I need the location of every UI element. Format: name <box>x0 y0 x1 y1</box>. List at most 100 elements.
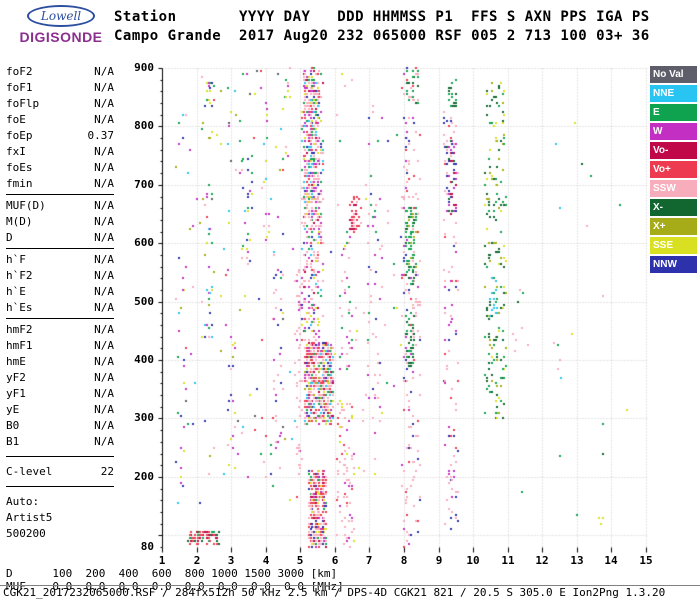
x-tick-label-2: 2 <box>193 554 201 567</box>
param-label: foF1 <box>6 81 33 94</box>
legend-item-vo-: Vo- <box>650 142 697 159</box>
param-label: M(D) <box>6 215 33 228</box>
param-label: MUF(D) <box>6 199 46 212</box>
param-row-foes: foEs N/A <box>6 160 114 176</box>
parameter-panel: foF2 N/A foF1 N/A foFlp N/A foE N/A foEp 0.37 fxI N… <box>6 64 114 542</box>
param-row-b1: B1 N/A <box>6 434 114 450</box>
legend-item-e: E <box>650 104 697 121</box>
y-tick-label-500: 500 <box>134 295 154 308</box>
legend-item-w: W <box>650 123 697 140</box>
param-label: 500200 <box>6 527 46 540</box>
param-value: N/A <box>94 97 114 110</box>
param-label: foEp <box>6 129 33 142</box>
param-row-ye: yE N/A <box>6 402 114 418</box>
param-label: Auto: <box>6 495 40 508</box>
muf-row: MUF 0.0 0.0 0.0 0.0 0.0 0.0 0.0 0.0 [MHz… <box>6 580 344 593</box>
x-tick-label-9: 9 <box>435 554 443 567</box>
param-label: B1 <box>6 435 20 448</box>
station-header: Station YYYY DAY DDD HHMMSS P1 FFS S AXN… <box>114 8 650 46</box>
param-label: h`F2 <box>6 269 33 282</box>
param-row-yf2: yF2 N/A <box>6 370 114 386</box>
y-tick-label-300: 300 <box>134 411 154 424</box>
param-row-hme: hmE N/A <box>6 354 114 370</box>
param-label: yF2 <box>6 371 26 384</box>
y-tick-label-600: 600 <box>134 236 154 249</box>
param-value: 22 <box>100 465 114 478</box>
x-tick-label-12: 12 <box>535 554 549 567</box>
param-row-foflp: foFlp N/A <box>6 96 114 112</box>
status-text: CGK21_2017232065000.RSF / 284fx512h 50 k… <box>3 586 666 599</box>
param-value: N/A <box>94 419 114 432</box>
param-value: N/A <box>94 323 114 336</box>
legend-item-vo-: Vo+ <box>650 161 697 178</box>
param-row-foep: foEp 0.37 <box>6 128 114 144</box>
x-tick-label-3: 3 <box>227 554 235 567</box>
param-value: N/A <box>94 355 114 368</box>
x-tick-label-7: 7 <box>365 554 373 567</box>
y-tick-label-900: 900 <box>134 61 154 74</box>
param-label: foF2 <box>6 65 33 78</box>
logo-lowell-text: Lowell <box>40 9 82 23</box>
panel-separator <box>6 318 114 319</box>
param-value: N/A <box>94 161 114 174</box>
param-row-fxi: fxI N/A <box>6 144 114 160</box>
panel-separator <box>6 248 114 249</box>
param-label: C-level <box>6 465 53 478</box>
param-label: foEs <box>6 161 33 174</box>
x-tick-label-13: 13 <box>570 554 584 567</box>
param-label: yF1 <box>6 387 26 400</box>
param-value: N/A <box>94 81 114 94</box>
param-label: fmin <box>6 177 33 190</box>
y-tick-label-700: 700 <box>134 178 154 191</box>
d-row: D 100 200 400 600 800 1000 1500 3000 [km… <box>6 567 338 580</box>
param-label: hmF1 <box>6 339 33 352</box>
param-label: Artist5 <box>6 511 53 524</box>
status-bar: CGK21_2017232065000.RSF / 284fx512h 50 k… <box>0 585 700 600</box>
panel-separator <box>6 486 114 487</box>
legend-item-ssw: SSW <box>650 180 697 197</box>
param-row-fof1: foF1 N/A <box>6 80 114 96</box>
param-row-md: M(D) N/A <box>6 214 114 230</box>
panel-separator <box>6 194 114 195</box>
param-row-artist5: Artist5 <box>6 510 114 526</box>
legend-item-nne: NNE <box>650 85 697 102</box>
param-label: hmE <box>6 355 26 368</box>
param-value: N/A <box>94 215 114 228</box>
param-row-hf: h`F N/A <box>6 252 114 268</box>
param-label: foE <box>6 113 26 126</box>
param-row-fof2: foF2 N/A <box>6 64 114 80</box>
x-tick-label-6: 6 <box>331 554 339 567</box>
param-row-hmf2: hmF2 N/A <box>6 322 114 338</box>
param-label: B0 <box>6 419 20 432</box>
legend-item-nnw: NNW <box>650 256 697 273</box>
x-tick-label-5: 5 <box>296 554 304 567</box>
param-value: N/A <box>94 177 114 190</box>
param-label: foFlp <box>6 97 40 110</box>
param-row-d: D N/A <box>6 230 114 246</box>
param-row-hes: h`Es N/A <box>6 300 114 316</box>
legend-item-x-: X- <box>650 199 697 216</box>
param-row-b0: B0 N/A <box>6 418 114 434</box>
param-value: N/A <box>94 113 114 126</box>
param-row-foe: foE N/A <box>6 112 114 128</box>
y-tick-label-200: 200 <box>134 470 154 483</box>
param-row-yf1: yF1 N/A <box>6 386 114 402</box>
param-row-hf2: h`F2 N/A <box>6 268 114 284</box>
param-row-mufd: MUF(D) N/A <box>6 198 114 214</box>
param-label: D <box>6 231 13 244</box>
x-tick-label-15: 15 <box>639 554 653 567</box>
x-tick-label-10: 10 <box>466 554 480 567</box>
logo-digisonde-text: DIGISONDE <box>19 29 103 45</box>
header-line1: Station YYYY DAY DDD HHMMSS P1 FFS S AXN… <box>114 9 650 25</box>
param-value: N/A <box>94 253 114 266</box>
legend-item-x-: X+ <box>650 218 697 235</box>
param-value: N/A <box>94 435 114 448</box>
param-value: 0.37 <box>87 129 115 142</box>
param-value: N/A <box>94 387 114 400</box>
y-tick-label-80: 80 <box>140 540 154 553</box>
legend-item-sse: SSE <box>650 237 697 254</box>
param-value: N/A <box>94 371 114 384</box>
param-label: yE <box>6 403 20 416</box>
direction-legend: No Val NNE E W Vo- Vo+ SSW X- X+ SSE NNW <box>650 66 697 275</box>
param-value: N/A <box>94 285 114 298</box>
